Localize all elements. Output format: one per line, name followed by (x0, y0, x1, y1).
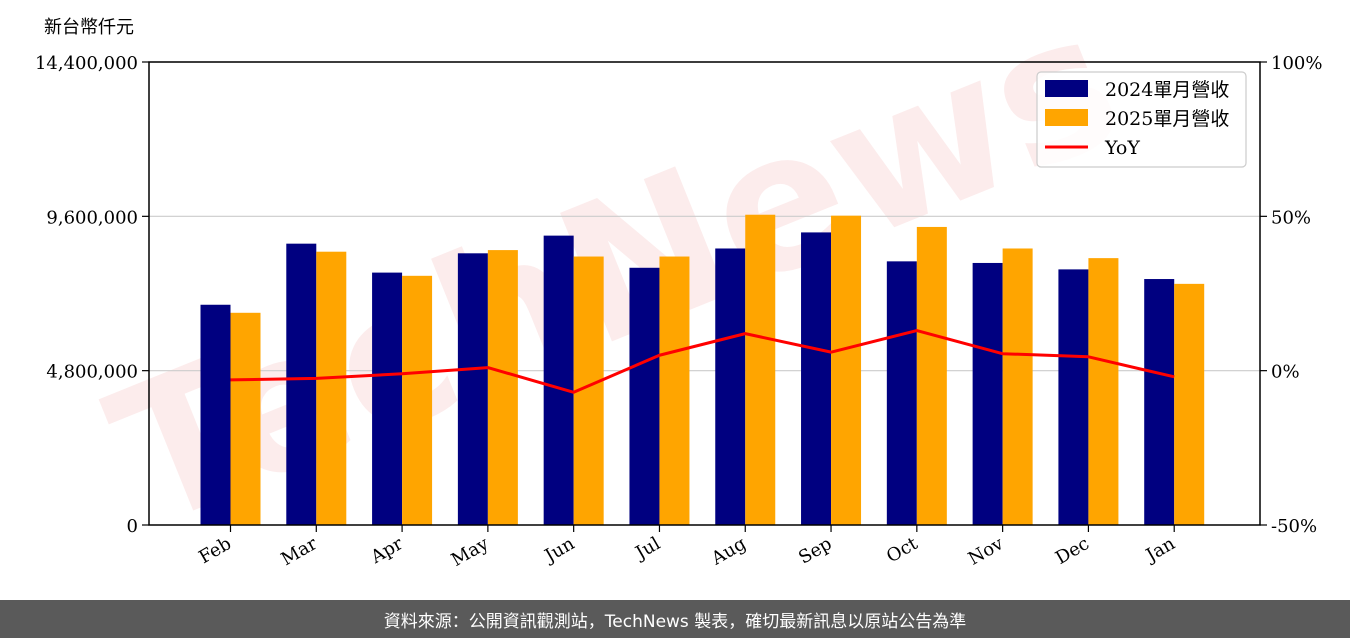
legend-label-0: 2024單月營收 (1105, 79, 1229, 101)
bar-2024-sep (801, 232, 832, 525)
bar-2025-aug (745, 214, 776, 525)
y-axis-unit-label: 新台幣仟元 (44, 17, 134, 38)
x-tick-label: Jan (1141, 533, 1179, 567)
x-tick-label: Oct (883, 533, 922, 568)
left-tick-label: 4,800,000 (46, 362, 138, 383)
right-tick-label: 100% (1271, 53, 1322, 74)
bar-2025-nov (1002, 248, 1033, 525)
legend-swatch-1 (1045, 109, 1088, 126)
bar-2024-mar (286, 243, 317, 525)
x-tick-label: Nov (965, 533, 1008, 570)
bar-2024-jun (543, 235, 574, 525)
bar-2024-feb (200, 304, 231, 525)
bar-2025-feb (230, 312, 261, 525)
bar-2025-dec (1088, 258, 1119, 525)
yoy-line-layer (230, 329, 1175, 394)
bar-2024-jul (629, 267, 660, 525)
revenue-chart: TechNews 新台幣仟元 04,800,0009,600,00014,400… (35, 0, 1323, 571)
legend-box (1036, 71, 1247, 168)
source-text: 資料來源：公開資訊觀測站，TechNews 製表，確切最新訊息以原站公告為準 (383, 611, 967, 632)
legend-label-1: 2025單月營收 (1105, 108, 1229, 130)
plot-frame (148, 61, 1261, 526)
bar-2024-jan (1144, 279, 1175, 525)
legend: 2024單月營收 2025單月營收 YoY (1036, 71, 1247, 168)
x-tick-label: Aug (707, 533, 750, 570)
bars (200, 214, 1205, 525)
bar-2025-may (487, 250, 518, 525)
bar-2024-apr (372, 272, 403, 525)
left-tick-label: 14,400,000 (35, 53, 138, 74)
bar-2024-dec (1058, 269, 1089, 525)
legend-label-2: YoY (1104, 137, 1140, 159)
bar-2025-jul (659, 256, 690, 525)
bar-2025-oct (916, 226, 947, 525)
source-footer: 資料來源：公開資訊觀測站，TechNews 製表，確切最新訊息以原站公告為準 (0, 600, 1350, 638)
right-tick-label: 0% (1271, 362, 1300, 383)
x-tick-label: Apr (367, 533, 407, 568)
bar-2025-jan (1174, 283, 1205, 525)
bar-2024-oct (886, 261, 917, 525)
left-tick-label: 0 (127, 516, 138, 537)
bar-2024-nov (972, 262, 1003, 525)
bar-2024-aug (715, 248, 746, 525)
left-tick-label: 9,600,000 (46, 207, 138, 228)
bar-2025-sep (831, 215, 862, 525)
x-tick-label: Jun (540, 533, 579, 568)
bar-2025-apr (402, 275, 433, 525)
yoy-line (230, 329, 1175, 394)
x-tick-label: Sep (795, 533, 835, 568)
bar-2024-may (457, 253, 488, 525)
x-tick-label: Mar (278, 533, 322, 570)
x-tick-label: Jul (630, 533, 664, 565)
x-tick-label: Dec (1052, 533, 1093, 569)
bar-2025-mar (316, 251, 347, 525)
x-tick-label: May (448, 533, 493, 571)
legend-swatch-0 (1045, 80, 1088, 97)
right-tick-label: 50% (1271, 207, 1311, 228)
right-tick-label: -50% (1271, 516, 1317, 537)
